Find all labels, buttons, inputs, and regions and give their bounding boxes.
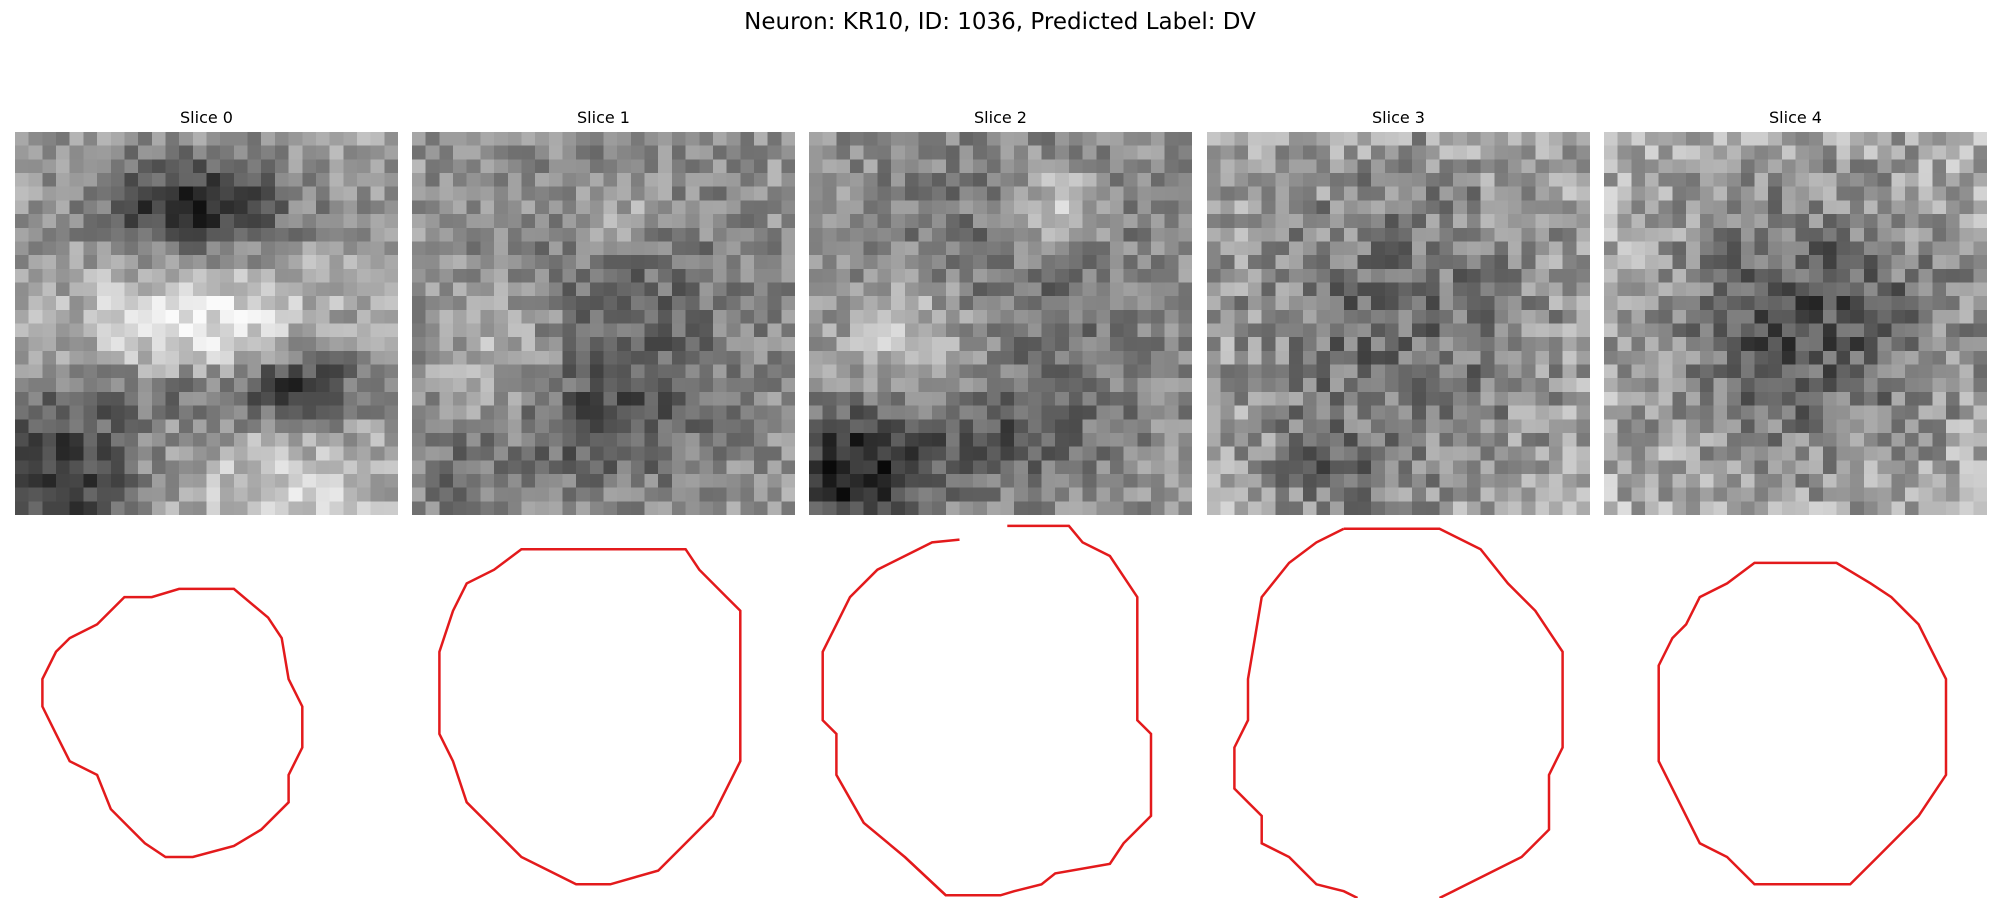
slice-image — [809, 132, 1192, 515]
roi-contour — [1657, 561, 1948, 886]
grayscale-image — [15, 132, 398, 515]
slice-panel-0: Slice 0 — [15, 108, 398, 902]
roi-contour — [821, 524, 1153, 897]
roi-contour-line — [1657, 561, 1948, 886]
roi-contour-line — [438, 547, 742, 886]
slice-title: Slice 2 — [974, 108, 1027, 127]
slice-panel-1: Slice 1 — [412, 108, 795, 902]
grayscale-image — [412, 132, 795, 515]
slice-title: Slice 0 — [180, 108, 233, 127]
slice-image — [1604, 132, 1987, 515]
roi-contour — [41, 587, 304, 859]
grayscale-image — [1604, 132, 1987, 515]
roi-contour-segment — [903, 856, 960, 897]
slice-panel-4: Slice 4 — [1604, 108, 1987, 902]
roi-contour-line — [41, 587, 304, 859]
slice-panel-2: Slice 2 — [809, 108, 1192, 902]
grayscale-image — [1207, 132, 1590, 515]
slice-image — [412, 132, 795, 515]
slice-image — [15, 132, 398, 515]
slice-title: Slice 1 — [577, 108, 630, 127]
roi-contour-segment — [1343, 527, 1564, 900]
roi-contour — [1233, 527, 1564, 900]
slice-title: Slice 3 — [1372, 108, 1425, 127]
roi-contour-segment — [821, 524, 1153, 897]
grayscale-image — [809, 132, 1192, 515]
slice-title: Slice 4 — [1769, 108, 1822, 127]
slice-panel-3: Slice 3 — [1207, 108, 1590, 902]
roi-contour — [438, 547, 742, 886]
roi-contour-segment — [1233, 527, 1359, 900]
slice-image — [1207, 132, 1590, 515]
figure-title: Neuron: KR10, ID: 1036, Predicted Label:… — [744, 9, 1256, 35]
